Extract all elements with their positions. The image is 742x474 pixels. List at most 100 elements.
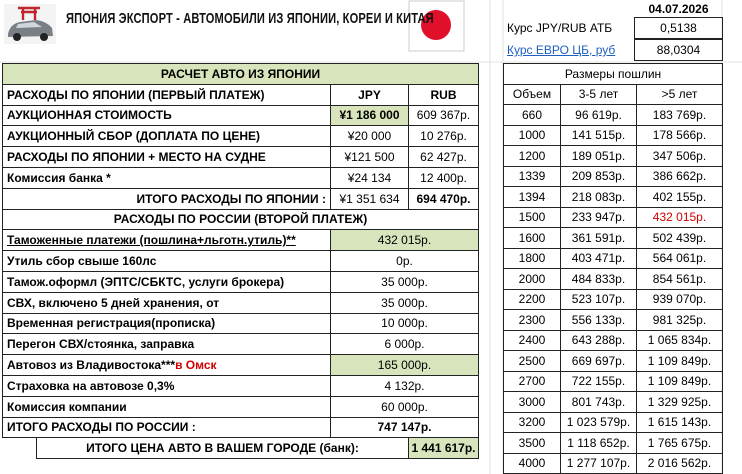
rub-value: 4 132р. (330, 375, 479, 397)
rub-value: 35 000р. (330, 291, 479, 314)
jpy-value: ¥121 500 (330, 146, 409, 168)
engine-volume: 4000 (503, 452, 561, 474)
duty-value: 96 619р. (560, 104, 637, 126)
engine-volume: 1600 (503, 227, 561, 249)
grand-total-label: ИТОГО ЦЕНА АВТО В ВАШЕМ ГОРОДЕ (банк): (36, 437, 409, 460)
duty-value: 432 015р. (636, 206, 723, 228)
duty-value: 189 051р. (560, 145, 637, 167)
rub-value: 35 000р. (330, 271, 479, 293)
rub-value: 432 015р. (330, 229, 479, 252)
duty-value: 183 769р. (636, 104, 723, 126)
duty-value: 347 506р. (636, 145, 723, 167)
duty-value: 1 109 849р. (636, 350, 723, 372)
engine-volume: 1394 (503, 186, 561, 208)
duty-value: 2 016 562р. (636, 452, 723, 474)
duty-value: 669 697р. (560, 350, 637, 372)
row-label: Автовоз из Владивостока*** в Омск (2, 354, 331, 376)
engine-volume: 1200 (503, 145, 561, 167)
label-text: Временная регистрация(прописка) (7, 316, 216, 331)
duty-value: 402 155р. (636, 186, 723, 208)
engine-volume: 660 (503, 104, 561, 126)
row-label: АУКЦИОННЫЙ СБОР (ДОПЛАТА ПО ЦЕНЕ) (2, 125, 331, 148)
duty-value: 403 471р. (560, 247, 637, 269)
duty-value: 484 833р. (560, 268, 637, 290)
duty-value: 1 118 652р. (560, 432, 637, 454)
destination-note: в Омск (175, 358, 217, 373)
rub-value: 0р. (330, 250, 479, 272)
jpy-value: ¥24 134 (330, 167, 409, 189)
row-label: АУКЦИОННАЯ СТОИМОСТЬ (2, 104, 331, 127)
duty-value: 854 561р. (636, 268, 723, 290)
label-text: Автовоз из Владивостока*** (7, 358, 176, 373)
row-label: Комиссия банка * (2, 167, 331, 189)
duty-value: 643 288р. (560, 329, 637, 351)
row-label: Тамож.оформл (ЭПТС/СБКТС, услуги брокера… (2, 271, 331, 293)
row-label: Временная регистрация(прописка) (2, 312, 331, 335)
section-title: РАСЧЕТ АВТО ИЗ ЯПОНИИ (2, 63, 479, 85)
date: 04.07.2026 (648, 1, 709, 16)
rub-value: 165 000р. (330, 354, 479, 376)
engine-volume: 2000 (503, 268, 561, 290)
duty-value: 1 615 143р. (636, 411, 723, 433)
grand-total-value: 1 441 617р. (408, 437, 479, 460)
page-title: ЯПОНИЯ ЭКСПОРТ - АВТОМОБИЛИ ИЗ ЯПОНИИ, К… (66, 10, 434, 27)
rub-total: 694 470р. (408, 187, 479, 210)
duties-title: Размеры пошлин (503, 63, 723, 85)
duty-value: 1 023 579р. (560, 411, 637, 433)
duty-value: 801 743р. (560, 391, 637, 413)
column-header: Объем (503, 83, 561, 105)
duty-value: 361 591р. (560, 227, 637, 249)
jpy-value: ¥20 000 (330, 125, 409, 148)
rub-value: 6 000р. (330, 333, 479, 356)
label-text: Перегон СВХ/стоянка, заправка (7, 337, 195, 352)
total-label: ИТОГО РАСХОДЫ ПО РОССИИ : (2, 416, 331, 439)
row-label: Утиль сбор свыше 160лс (2, 250, 331, 272)
duty-value: 1 109 849р. (636, 370, 723, 392)
rate-value: 88,0304 (634, 39, 723, 61)
duty-value: 939 070р. (636, 288, 723, 310)
engine-volume: 1000 (503, 124, 561, 146)
duty-value: 178 566р. (636, 124, 723, 146)
total-label: ИТОГО РАСХОДЫ ПО ЯПОНИИ : (2, 187, 331, 210)
rub-value: 62 427р. (408, 146, 479, 168)
rate-value: 0,5138 (634, 17, 723, 39)
row-label: РАСХОДЫ ПО ЯПОНИИ + МЕСТО НА СУДНЕ (2, 146, 331, 168)
row-label: Комиссия компании (2, 395, 331, 418)
engine-volume: 3500 (503, 432, 561, 454)
engine-volume: 1800 (503, 247, 561, 269)
row-label: СВХ, включено 5 дней хранения, от (2, 291, 331, 314)
row-label: Перегон СВХ/стоянка, заправка (2, 333, 331, 356)
engine-volume: 2200 (503, 288, 561, 310)
column-header: RUB (408, 83, 479, 106)
rub-value: 10 000р. (330, 312, 479, 335)
label-text: СВХ, включено 5 дней хранения, от (7, 295, 220, 310)
label-text: Комиссия компании (7, 399, 127, 414)
row-label: Таможенные платежи (пошлина+льготн.утиль… (2, 229, 331, 252)
rub-value: 10 276р. (408, 125, 479, 148)
duty-value: 218 083р. (560, 186, 637, 208)
column-header: РАСХОДЫ ПО ЯПОНИИ (ПЕРВЫЙ ПЛАТЕЖ) (2, 83, 331, 106)
jpy-total: ¥1 351 634 (330, 187, 409, 210)
engine-volume: 3000 (503, 391, 561, 413)
rate-label[interactable]: Курс ЕВРО ЦБ, руб (507, 43, 616, 57)
column-header: >5 лет (636, 83, 723, 105)
duty-value: 564 061р. (636, 247, 723, 269)
label-text: Страховка на автовозе 0,3% (7, 378, 175, 393)
duty-value: 209 853р. (560, 165, 637, 187)
row-label: Страховка на автовозе 0,3% (2, 375, 331, 397)
engine-volume: 2300 (503, 309, 561, 331)
column-header: 3-5 лет (560, 83, 637, 105)
rub-value: 609 367р. (408, 104, 479, 127)
duty-value: 523 107р. (560, 288, 637, 310)
engine-volume: 2400 (503, 329, 561, 351)
column-header: JPY (330, 83, 409, 106)
duty-value: 722 155р. (560, 370, 637, 392)
duty-value: 1 065 834р. (636, 329, 723, 351)
label-text: Утиль сбор свыше 160лс (7, 254, 157, 269)
logo (4, 4, 56, 44)
duty-value: 386 662р. (636, 165, 723, 187)
engine-volume: 1339 (503, 165, 561, 187)
duty-value: 1 765 675р. (636, 432, 723, 454)
duty-value: 502 439р. (636, 227, 723, 249)
